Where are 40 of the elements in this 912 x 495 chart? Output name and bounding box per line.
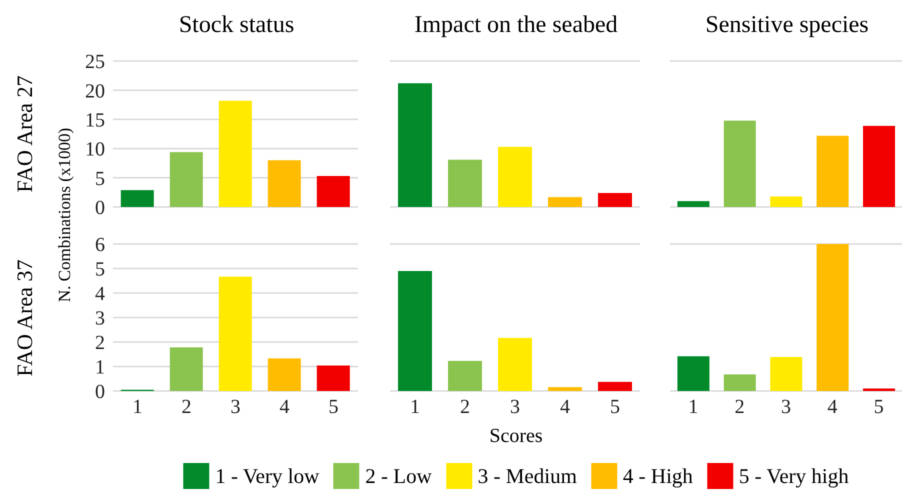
x-tick-label: 4 <box>827 396 838 418</box>
x-tick-label: 5 <box>874 396 884 418</box>
legend-label: 4 - High <box>622 464 693 488</box>
legend-label: 1 - Very low <box>215 464 320 488</box>
y-tick-label: 0 <box>95 197 105 220</box>
y-tick-label: 2 <box>95 332 105 354</box>
x-tick-label: 2 <box>734 396 745 418</box>
y-tick-label: 4 <box>95 283 105 306</box>
x-tick-label: 5 <box>328 396 338 418</box>
x-tick-label: 3 <box>230 396 240 418</box>
x-tick-label: 3 <box>510 396 520 418</box>
y-tick-label: 25 <box>85 51 105 74</box>
y-tick-label: 15 <box>85 110 105 132</box>
x-tick-label: 1 <box>410 396 420 418</box>
x-tick-label: 3 <box>781 396 791 418</box>
x-tick-label: 4 <box>560 396 570 418</box>
y-tick-label: 0 <box>95 381 105 404</box>
legend-label: 2 - Low <box>365 464 432 488</box>
chart-title: Sensitive species <box>704 12 870 39</box>
y-tick-label: 1 <box>95 356 105 379</box>
x-tick-label: 2 <box>182 396 192 418</box>
y-tick-label: 10 <box>85 138 105 161</box>
x-tick-label: 5 <box>610 396 620 418</box>
y-axis-title: N. Combinations (x1000) <box>55 128 75 302</box>
x-tick-label: 1 <box>132 396 142 418</box>
legend-label: 3 - Medium <box>478 464 577 488</box>
y-tick-label: 3 <box>95 308 105 330</box>
x-tick-label: 2 <box>460 396 470 418</box>
y-tick-label: 20 <box>85 80 105 102</box>
y-tick-label: 5 <box>95 258 105 281</box>
x-axis-title: Scores <box>488 425 544 448</box>
chart-title: Impact on the seabed <box>413 12 619 39</box>
x-tick-label: 1 <box>688 396 698 418</box>
x-tick-label: 4 <box>280 396 290 418</box>
text: FAO Area 37 <box>12 259 38 376</box>
legend-label: 5 - Very high <box>738 464 849 488</box>
text: FAO Area 27 <box>12 76 38 192</box>
chart-title: Stock status <box>178 12 296 39</box>
y-tick-label: 6 <box>95 234 105 256</box>
y-tick-label: 5 <box>95 168 105 190</box>
